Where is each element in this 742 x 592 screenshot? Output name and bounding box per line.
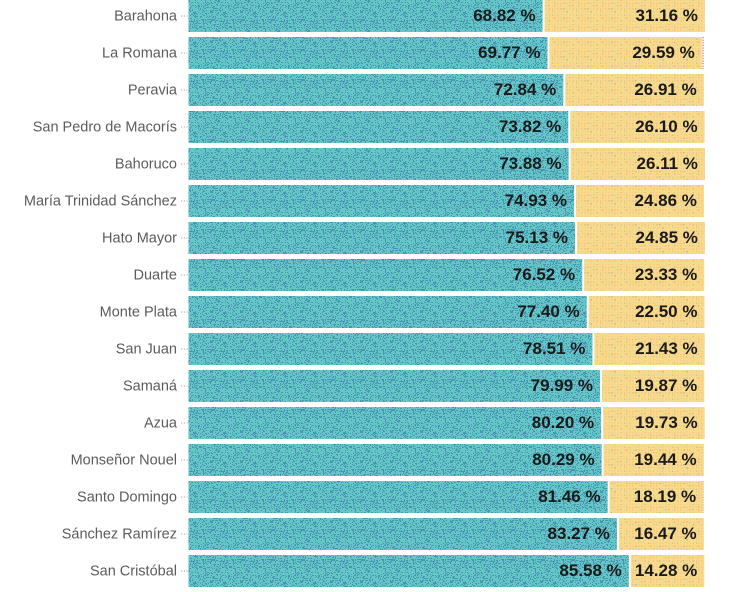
svg-text:31.16 %: 31.16 %: [636, 6, 698, 25]
svg-text:75.13 %: 75.13 %: [506, 228, 568, 247]
svg-text:26.10 %: 26.10 %: [635, 117, 697, 136]
svg-text:80.20 %: 80.20 %: [532, 413, 594, 432]
svg-text:74.93 %: 74.93 %: [505, 191, 567, 210]
svg-text:76.52 %: 76.52 %: [513, 265, 575, 284]
svg-text:San Cristóbal: San Cristóbal: [90, 564, 177, 580]
svg-text:77.40 %: 77.40 %: [517, 302, 579, 321]
svg-text:79.99 %: 79.99 %: [531, 376, 593, 395]
svg-text:73.82 %: 73.82 %: [499, 117, 561, 136]
svg-text:Azua: Azua: [144, 416, 178, 432]
svg-text:22.50 %: 22.50 %: [635, 302, 697, 321]
svg-text:14.28 %: 14.28 %: [635, 561, 697, 580]
svg-text:81.46 %: 81.46 %: [538, 487, 600, 506]
svg-text:Peravia: Peravia: [128, 83, 178, 99]
svg-text:21.43 %: 21.43 %: [635, 339, 697, 358]
svg-text:16.47 %: 16.47 %: [634, 524, 696, 543]
svg-text:San Juan: San Juan: [116, 342, 177, 358]
svg-text:San Pedro de Macorís: San Pedro de Macorís: [33, 120, 177, 136]
svg-text:72.84 %: 72.84 %: [494, 80, 556, 99]
svg-text:La Romana: La Romana: [102, 46, 178, 62]
svg-text:23.33 %: 23.33 %: [635, 265, 697, 284]
svg-text:18.19 %: 18.19 %: [634, 487, 696, 506]
svg-text:Santo Domingo: Santo Domingo: [77, 490, 177, 506]
svg-text:María Trinidad Sánchez: María Trinidad Sánchez: [24, 194, 177, 210]
svg-text:24.86 %: 24.86 %: [635, 191, 697, 210]
svg-text:83.27 %: 83.27 %: [548, 524, 610, 543]
svg-text:26.11 %: 26.11 %: [636, 154, 697, 173]
svg-text:Duarte: Duarte: [133, 268, 177, 284]
svg-text:Samaná: Samaná: [123, 379, 178, 395]
svg-text:26.91 %: 26.91 %: [634, 80, 696, 99]
svg-text:29.59 %: 29.59 %: [632, 43, 694, 62]
svg-text:69.77 %: 69.77 %: [478, 43, 540, 62]
svg-text:19.87 %: 19.87 %: [635, 376, 697, 395]
svg-text:85.58 %: 85.58 %: [559, 561, 621, 580]
svg-text:Hato Mayor: Hato Mayor: [102, 231, 177, 247]
svg-text:Barahona: Barahona: [114, 9, 178, 25]
svg-text:73.88 %: 73.88 %: [499, 154, 561, 173]
svg-text:78.51 %: 78.51 %: [523, 339, 585, 358]
svg-text:19.44 %: 19.44 %: [634, 450, 696, 469]
svg-text:24.85 %: 24.85 %: [636, 228, 698, 247]
svg-text:80.29 %: 80.29 %: [532, 450, 594, 469]
svg-text:Sánchez Ramírez: Sánchez Ramírez: [62, 527, 177, 543]
svg-text:68.82 %: 68.82 %: [473, 6, 535, 25]
svg-text:Bahoruco: Bahoruco: [115, 157, 177, 173]
svg-text:Monseñor Nouel: Monseñor Nouel: [71, 453, 177, 469]
svg-text:19.73 %: 19.73 %: [635, 413, 697, 432]
svg-text:Monte Plata: Monte Plata: [100, 305, 178, 321]
